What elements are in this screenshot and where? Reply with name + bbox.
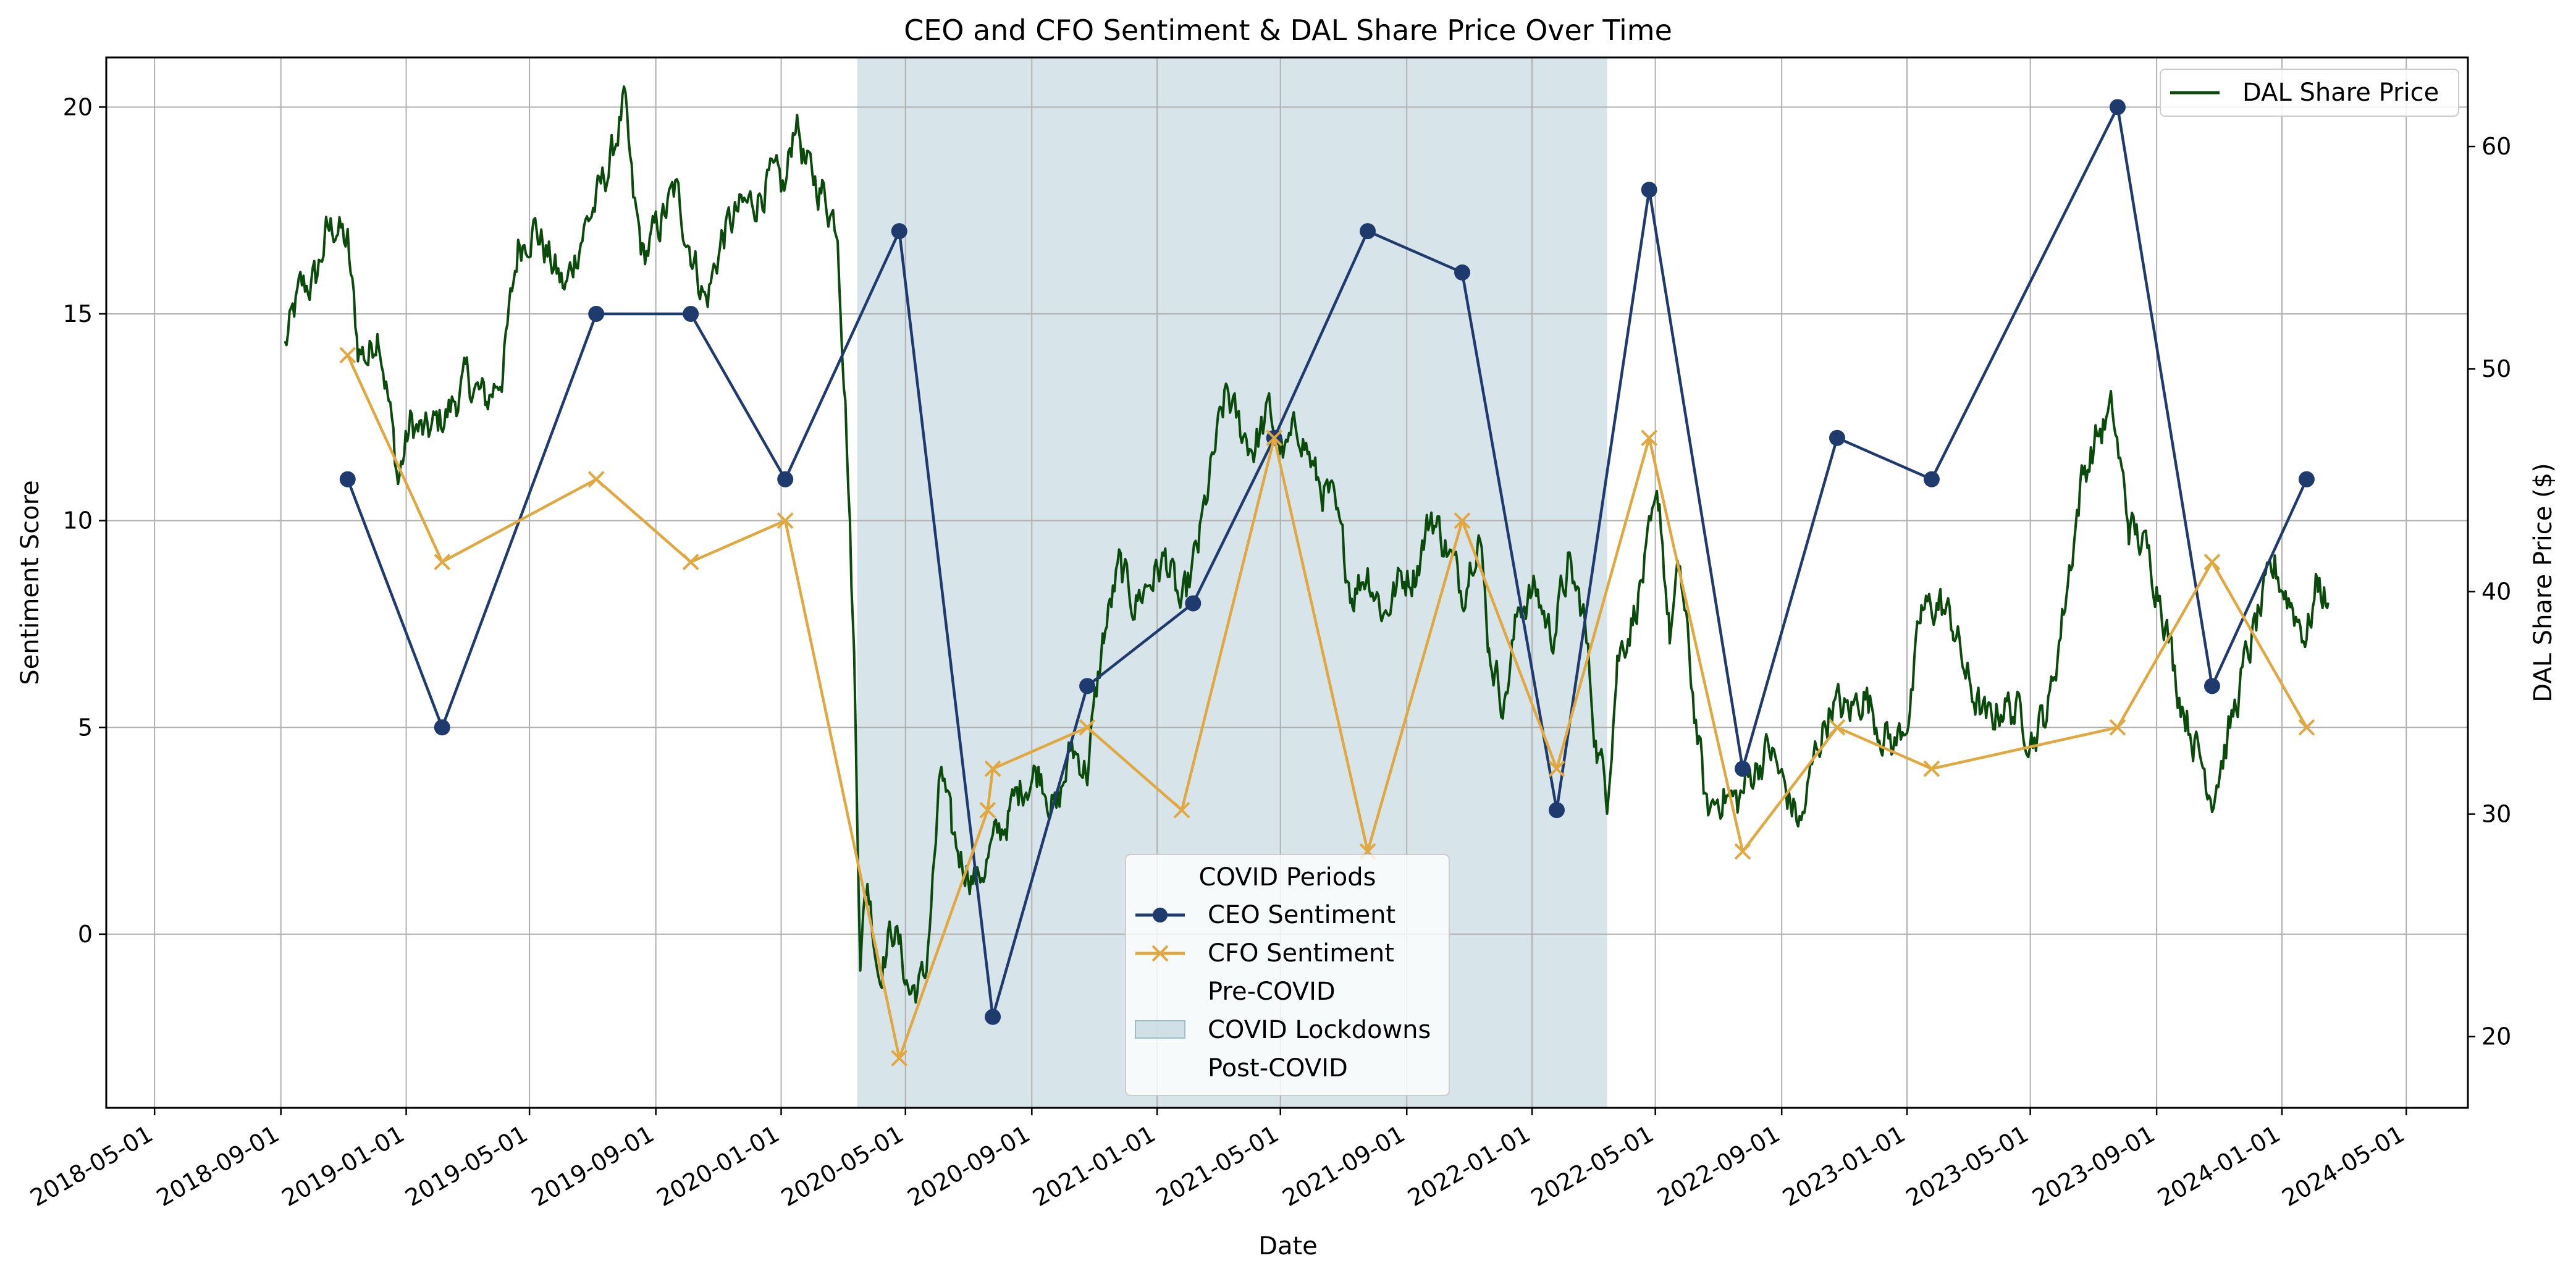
ceo-sentiment-point — [1829, 429, 1845, 446]
x-tick-label: 2021-01-01 — [1028, 1120, 1160, 1212]
cfo-sentiment-point — [984, 760, 1001, 777]
dal-share-price-line — [284, 85, 2330, 1004]
cfo-sentiment-point — [682, 554, 699, 570]
ceo-sentiment-point — [2298, 471, 2315, 488]
x-tick-label: 2019-05-01 — [400, 1120, 532, 1212]
ceo-sentiment-point — [683, 305, 699, 322]
ceo-sentiment-point — [1549, 802, 1565, 819]
y2-tick-label: 20 — [2481, 1023, 2511, 1050]
x-tick-label: 2019-09-01 — [527, 1120, 659, 1212]
ceo-sentiment-point — [985, 1008, 1001, 1025]
cfo-sentiment-point — [1829, 719, 1846, 736]
legend-main-box — [1125, 854, 1450, 1096]
cfo-sentiment-point — [2109, 719, 2126, 736]
x-tick-label: 2023-05-01 — [1901, 1120, 2033, 1212]
ceo-sentiment-point — [1734, 761, 1751, 777]
y2-tick-label: 50 — [2481, 355, 2511, 382]
cfo-sentiment-point — [1548, 760, 1565, 777]
ceo-sentiment-point — [1641, 182, 1657, 198]
cfo-sentiment-point — [1923, 760, 1940, 777]
legend-cfo-label: CFO Sentiment — [1208, 939, 1394, 968]
ceo-sentiment-point — [1185, 595, 1202, 612]
ceo-sentiment-point — [891, 223, 907, 240]
legend-main: COVID Periods CEO Sentiment CFO Sentimen… — [1125, 854, 1450, 1096]
cfo-sentiment-point — [1454, 512, 1471, 530]
x-tick-label: 2023-01-01 — [1778, 1120, 1909, 1212]
ceo-sentiment-point — [2203, 678, 2220, 694]
y-tick-label: 5 — [78, 714, 93, 741]
legend-main-title: COVID Periods — [1199, 863, 1376, 892]
x-tick-label: 2024-05-01 — [2277, 1120, 2409, 1212]
ceo-sentiment-point — [1923, 471, 1940, 488]
plot-frame — [105, 56, 2469, 1109]
sentiment-series-layer — [339, 99, 2315, 1067]
cfo-sentiment-point — [1641, 429, 1658, 447]
x-tick-label: 2022-05-01 — [1526, 1120, 1658, 1212]
legend-covid-swatch — [1135, 1020, 1185, 1039]
y-axis-label: Sentiment Score — [16, 480, 44, 685]
ceo-sentiment-point — [339, 471, 356, 488]
ceo-sentiment-point — [1079, 678, 1096, 694]
y-tick-label: 15 — [63, 300, 93, 327]
x-tick-label: 2022-01-01 — [1403, 1120, 1534, 1212]
cfo-sentiment-point — [2298, 719, 2315, 736]
x-tick-label: 2019-01-01 — [277, 1120, 409, 1212]
x-tick-label: 2023-09-01 — [2027, 1120, 2159, 1212]
legend-price-label: DAL Share Price — [2242, 78, 2439, 107]
cfo-sentiment-point — [434, 554, 451, 570]
cfo-sentiment-point — [1734, 843, 1751, 860]
ceo-sentiment-point — [2109, 99, 2126, 116]
legend-covid-label: COVID Lockdowns — [1208, 1016, 1431, 1044]
price-series-layer — [284, 85, 2330, 1004]
cfo-sentiment-point — [777, 512, 794, 530]
ceo-sentiment-line — [346, 106, 2308, 1019]
x-tick-label: 2020-09-01 — [903, 1120, 1035, 1212]
y2-tick-label: 30 — [2481, 801, 2511, 828]
legend-pre-covid-label: Pre-COVID — [1208, 977, 1336, 1006]
y2-tick-label: 60 — [2481, 133, 2511, 160]
cfo-sentiment-point — [1266, 429, 1283, 447]
ceo-sentiment-point — [1454, 264, 1471, 281]
cfo-sentiment-point — [979, 801, 996, 819]
ceo-sentiment-point — [434, 719, 450, 736]
x-axis-label: Date — [1258, 1232, 1318, 1260]
x-tick-label: 2021-09-01 — [1277, 1120, 1409, 1212]
chart-title: CEO and CFO Sentiment & DAL Share Price … — [904, 14, 1672, 47]
cfo-sentiment-point — [891, 1050, 908, 1067]
x-tick-label: 2018-09-01 — [152, 1120, 284, 1212]
x-tick-label: 2020-05-01 — [777, 1120, 908, 1212]
ceo-sentiment-point — [588, 305, 605, 322]
legend-post-covid-label: Post-COVID — [1208, 1054, 1348, 1083]
legend-ceo-marker — [1153, 908, 1168, 922]
ceo-sentiment-point — [1360, 223, 1376, 240]
ceo-sentiment-point — [777, 471, 794, 488]
y-tick-label: 10 — [63, 507, 93, 534]
x-axis-ticks: 2018-05-012018-09-012019-01-012019-05-01… — [25, 1108, 2409, 1212]
cfo-sentiment-point — [2203, 554, 2221, 570]
x-tick-label: 2021-05-01 — [1151, 1120, 1283, 1212]
legend-ceo-label: CEO Sentiment — [1208, 901, 1395, 929]
y2-tick-label: 40 — [2481, 578, 2511, 605]
y-tick-label: 0 — [78, 921, 93, 948]
cfo-sentiment-point — [1173, 801, 1190, 819]
x-tick-label: 2024-01-01 — [2153, 1120, 2284, 1212]
legend-price: DAL Share Price — [2160, 69, 2459, 117]
legend-price-box — [2160, 69, 2459, 117]
y-tick-label: 20 — [63, 93, 93, 120]
cfo-sentiment-point — [339, 347, 356, 364]
y2-axis-label: DAL Share Price ($) — [2529, 463, 2557, 703]
legend-cfo-marker — [1151, 945, 1169, 962]
x-tick-label: 2022-09-01 — [1652, 1120, 1784, 1212]
cfo-sentiment-point — [1079, 719, 1096, 736]
y2-axis-ticks: 20 30 40 50 60 — [2468, 133, 2511, 1050]
x-tick-label: 2018-05-01 — [25, 1120, 157, 1212]
y-axis-ticks: 0 5 10 15 20 — [63, 93, 106, 948]
x-tick-label: 2020-01-01 — [652, 1120, 784, 1212]
cfo-sentiment-point — [587, 471, 605, 488]
